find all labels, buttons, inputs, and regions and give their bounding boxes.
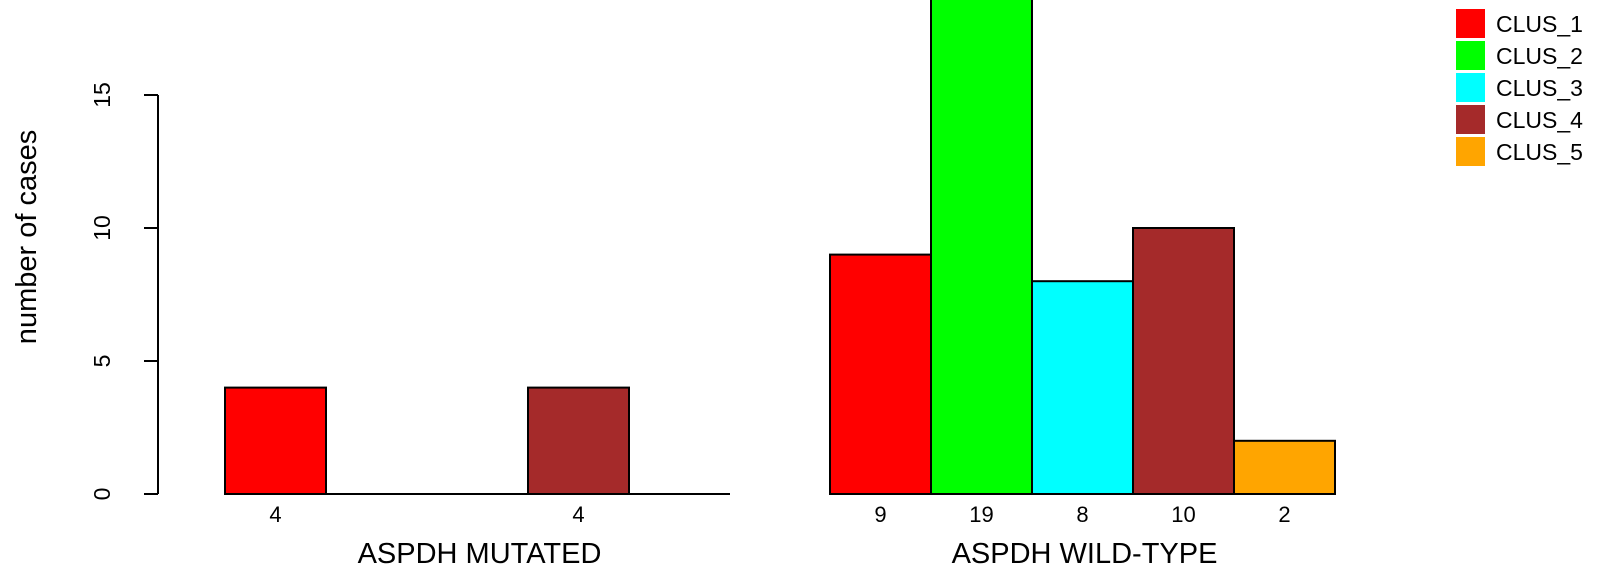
legend: CLUS_1 CLUS_2 CLUS_3 CLUS_4 CLUS_5 bbox=[1456, 9, 1583, 166]
bar bbox=[1233, 439, 1336, 495]
legend-label: CLUS_2 bbox=[1496, 43, 1583, 69]
legend-swatch bbox=[1456, 137, 1485, 166]
bar bbox=[930, 0, 1033, 495]
legend-swatch bbox=[1456, 105, 1485, 134]
legend-item: CLUS_3 bbox=[1456, 73, 1583, 102]
group-label: ASPDH WILD-TYPE bbox=[952, 538, 1218, 570]
y-axis: 0 5 10 15 bbox=[89, 82, 159, 501]
legend-swatch bbox=[1456, 41, 1485, 70]
legend-label: CLUS_5 bbox=[1496, 139, 1583, 165]
legend-label: CLUS_1 bbox=[1496, 11, 1583, 37]
bar bbox=[1031, 280, 1134, 496]
bar-group: 9 19 8 10 2 ASPDH WILD-TYPE bbox=[829, 0, 1336, 570]
y-tick-label: 15 bbox=[89, 82, 115, 108]
bar-count-label: 19 bbox=[969, 502, 993, 527]
bar-count-label: 2 bbox=[1278, 502, 1290, 527]
legend-label: CLUS_3 bbox=[1496, 75, 1583, 101]
bar bbox=[829, 253, 932, 495]
bar-groups: 4 4 ASPDH MUTATED 9 19 8 10 2 ASPDH WILD-TYPE bbox=[224, 0, 1336, 570]
bar bbox=[527, 386, 630, 496]
bar-count-label: 9 bbox=[874, 502, 886, 527]
bar-count-label: 4 bbox=[269, 502, 281, 527]
legend-item: CLUS_5 bbox=[1456, 137, 1583, 166]
legend-swatch bbox=[1456, 73, 1485, 102]
y-tick-label: 0 bbox=[89, 488, 115, 501]
bar bbox=[224, 386, 327, 496]
group-label: ASPDH MUTATED bbox=[358, 538, 602, 570]
legend-item: CLUS_2 bbox=[1456, 41, 1583, 70]
legend-label: CLUS_4 bbox=[1496, 107, 1583, 133]
legend-swatch bbox=[1456, 9, 1485, 38]
bar bbox=[1132, 227, 1235, 495]
y-tick-label: 10 bbox=[89, 215, 115, 241]
bar-count-label: 10 bbox=[1171, 502, 1195, 527]
bar-count-label: 8 bbox=[1076, 502, 1088, 527]
legend-item: CLUS_4 bbox=[1456, 105, 1583, 134]
legend-item: CLUS_1 bbox=[1456, 9, 1583, 38]
y-tick-label: 5 bbox=[89, 355, 115, 368]
y-axis-label: number of cases bbox=[11, 130, 43, 344]
bar-count-label: 4 bbox=[572, 502, 584, 527]
bar-group: 4 4 ASPDH MUTATED bbox=[224, 386, 730, 570]
